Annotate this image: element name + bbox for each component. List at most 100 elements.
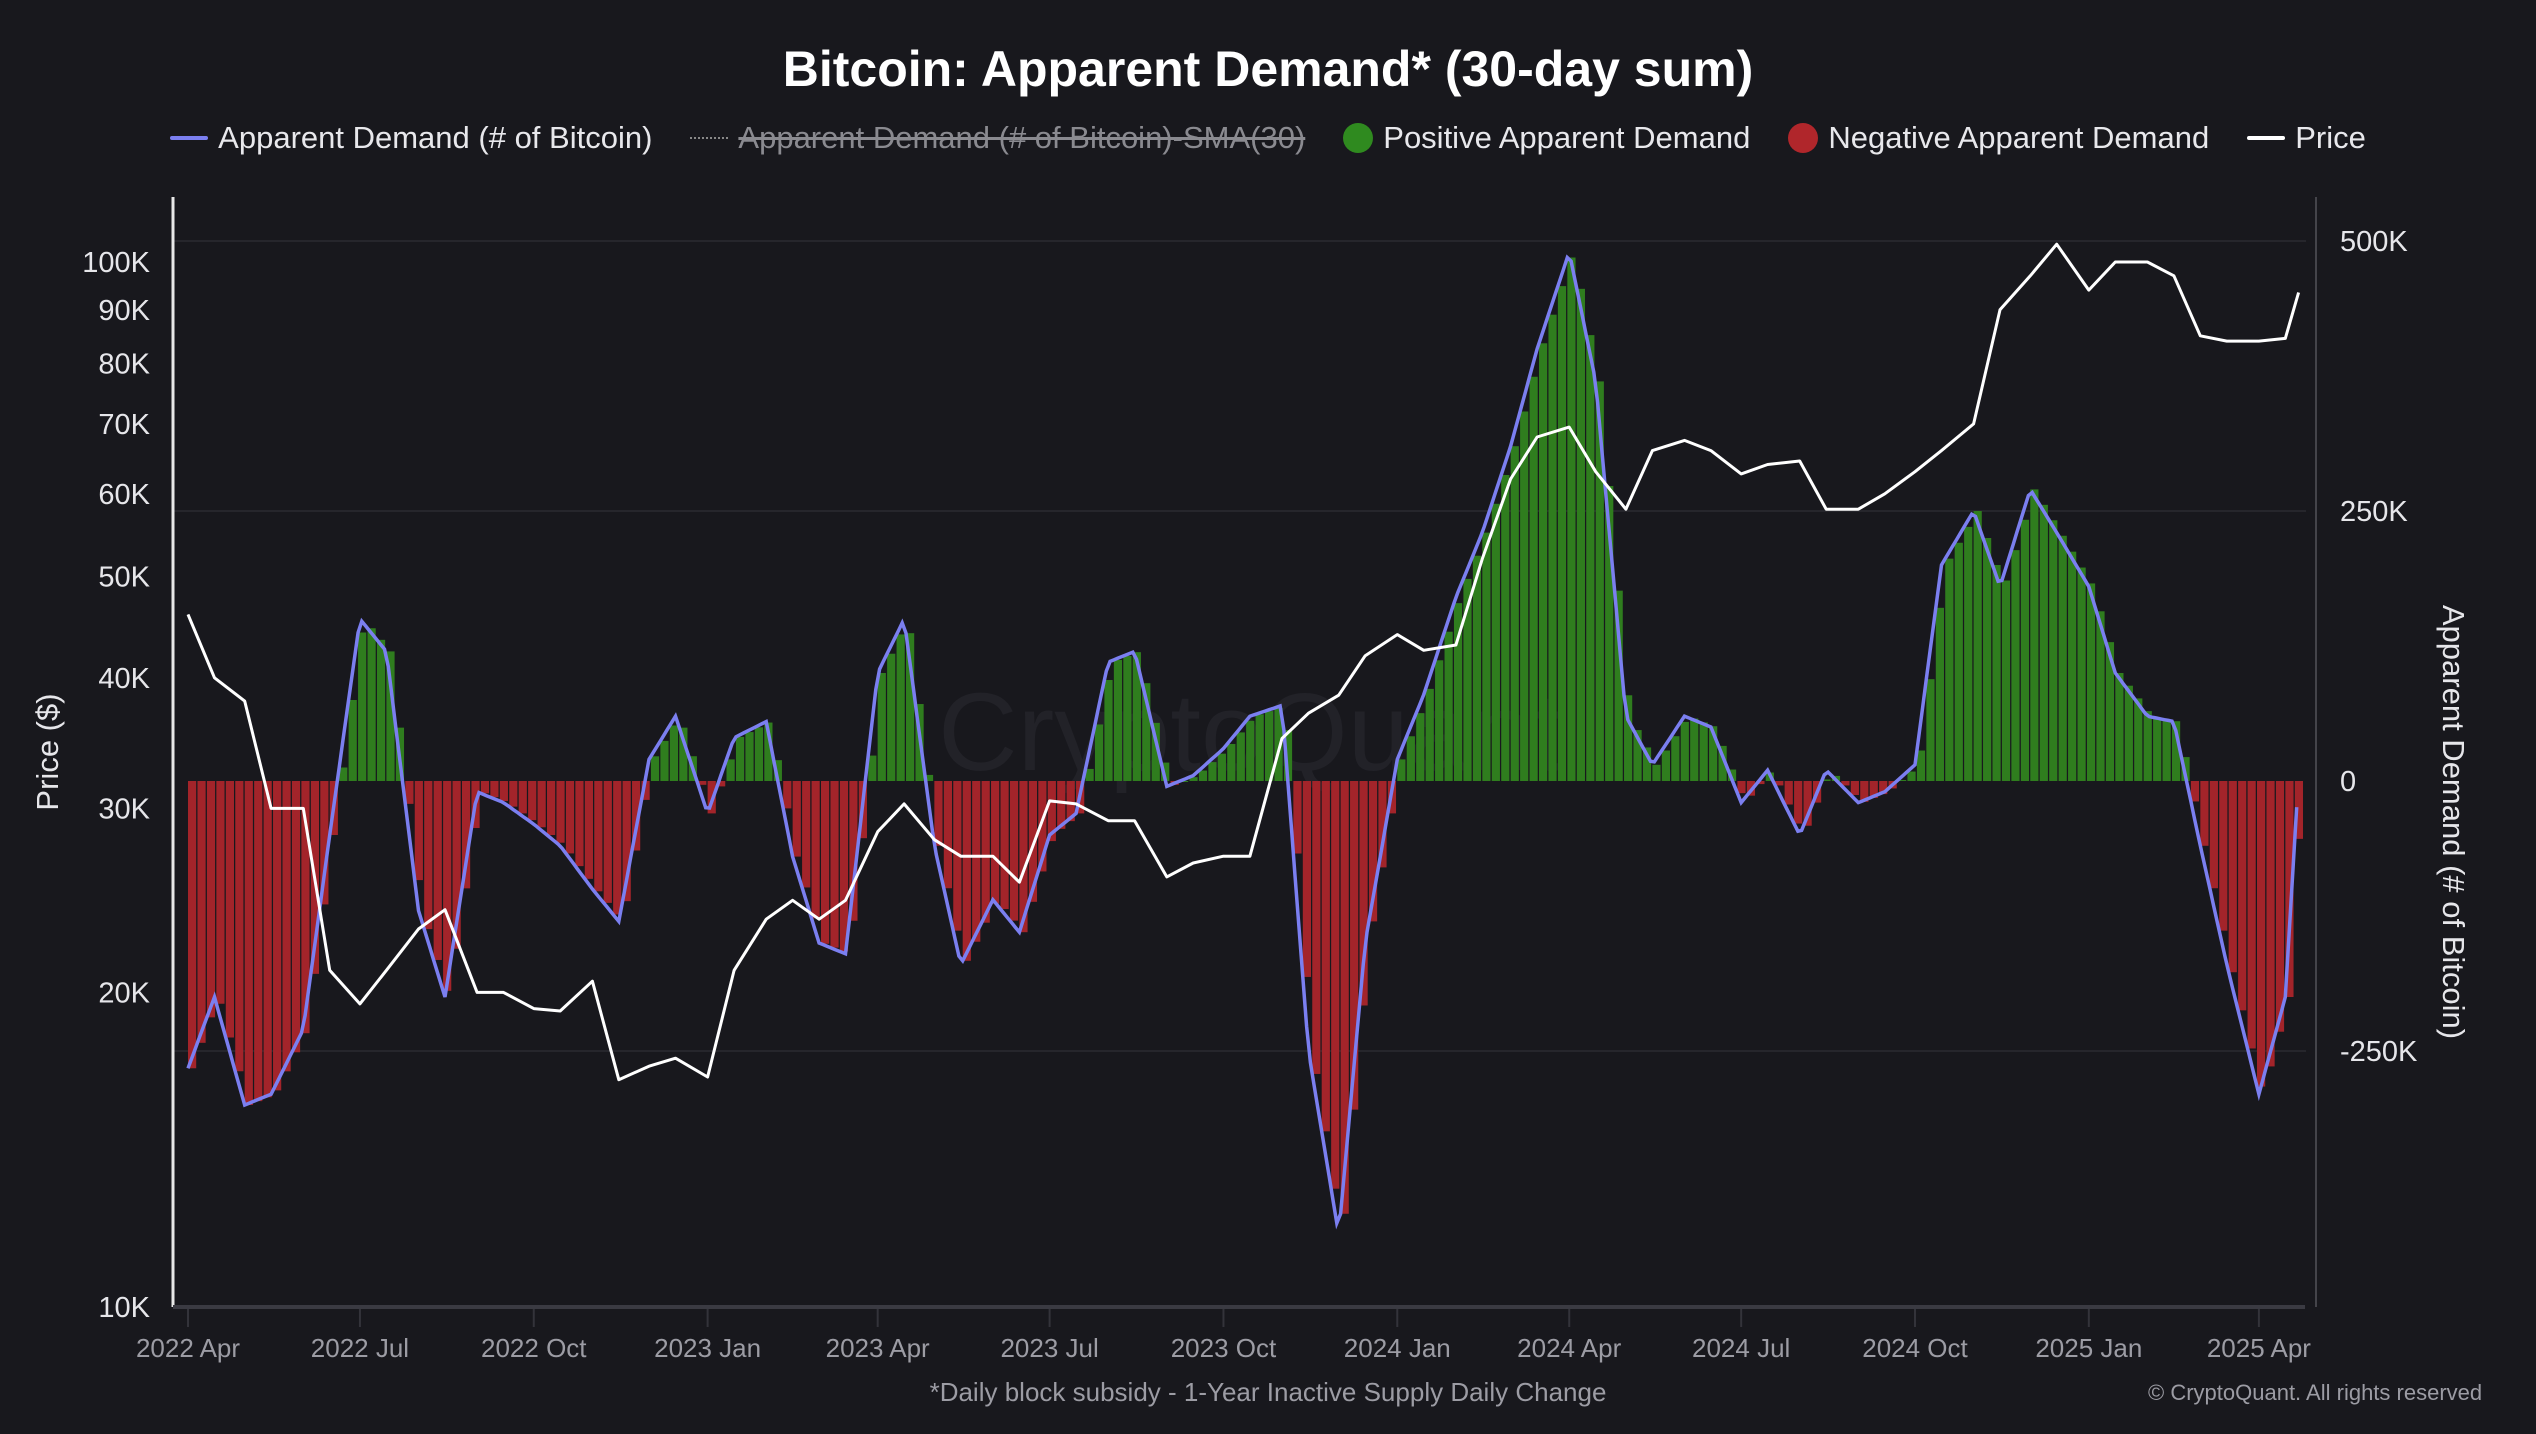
positive-demand-bar [1453, 603, 1463, 781]
negative-demand-bar [603, 781, 612, 903]
negative-demand-bar [282, 781, 291, 1072]
positive-demand-bar [1236, 732, 1245, 781]
negative-demand-bar [594, 781, 603, 892]
negative-demand-bar [1756, 781, 1765, 785]
legend-item-apparent-demand[interactable]: Apparent Demand (# of Bitcoin) [170, 120, 652, 156]
negative-demand-bar [1378, 781, 1387, 868]
positive-demand-bar [1661, 750, 1671, 781]
right-tick-label: -250K [2340, 1036, 2418, 1068]
x-tick-label: 2025 Jan [2035, 1333, 2142, 1363]
negative-demand-bar [499, 781, 508, 802]
positive-demand-bar [1954, 542, 1963, 781]
positive-demand-bar [2077, 567, 2086, 781]
negative-demand-bar [2275, 781, 2285, 1032]
negative-demand-bar [575, 781, 584, 867]
negative-demand-bar [802, 781, 811, 888]
negative-demand-bar [792, 781, 801, 857]
negative-demand-bar [565, 781, 575, 854]
positive-demand-bar [1614, 590, 1623, 781]
positive-demand-bar [1576, 288, 1585, 781]
legend-item-negative[interactable]: Negative Apparent Demand [1788, 120, 2209, 156]
negative-demand-bar [820, 781, 830, 944]
legend-item-sma30[interactable]: Apparent Demand (# of Bitcoin)-SMA(30) [690, 120, 1305, 156]
copyright: © CryptoQuant. All rights reserved [2148, 1380, 2483, 1405]
positive-demand-bar [924, 774, 934, 781]
negative-demand-bar [1302, 781, 1312, 977]
right-tick-label: 250K [2340, 496, 2408, 528]
positive-demand-bar [2153, 717, 2162, 781]
x-tick-label: 2024 Apr [1517, 1333, 1621, 1363]
positive-demand-bar [1501, 475, 1510, 781]
negative-demand-bar [197, 781, 206, 1043]
positive-demand-bar [1520, 411, 1529, 781]
x-tick-label: 2023 Jul [1000, 1333, 1098, 1363]
negative-demand-bar [2238, 781, 2247, 1011]
positive-demand-bar [2115, 673, 2124, 781]
negative-demand-bar [291, 781, 301, 1053]
negative-demand-bar [405, 781, 414, 804]
negative-demand-bar [206, 781, 216, 1018]
positive-demand-bar [660, 740, 669, 781]
negative-demand-bar [943, 781, 952, 889]
negative-demand-bar [518, 781, 527, 814]
negative-demand-bar [1340, 781, 1349, 1214]
positive-demand-bar [2143, 711, 2152, 781]
positive-demand-bar [1472, 555, 1482, 781]
positive-demand-bar [1709, 726, 1718, 781]
x-tick-label: 2022 Apr [136, 1333, 240, 1363]
positive-demand-bar [1085, 768, 1094, 781]
positive-demand-bar [1435, 660, 1444, 781]
negative-demand-bar [452, 781, 461, 949]
positive-demand-bar [1217, 753, 1226, 781]
negative-demand-bar [443, 781, 452, 991]
negative-demand-bar [1019, 781, 1028, 933]
positive-demand-bar [367, 628, 376, 781]
negative-demand-bar [301, 781, 310, 1034]
negative-demand-bar [783, 781, 792, 809]
negative-demand-bar [1359, 781, 1368, 1006]
negative-demand-bar [2285, 781, 2294, 997]
positive-demand-bar [2030, 489, 2039, 781]
positive-demand-bar [1964, 526, 1973, 781]
negative-demand-bar [225, 781, 234, 1038]
positive-demand-bar [1945, 558, 1954, 781]
negative-demand-bar [263, 781, 272, 1098]
footnote: *Daily block subsidy - 1-Year Inactive S… [929, 1377, 1607, 1407]
left-tick-label: 20K [98, 977, 150, 1009]
positive-demand-bar [2068, 551, 2077, 781]
x-tick-label: 2022 Oct [481, 1333, 587, 1363]
positive-demand-bar [877, 673, 886, 781]
positive-demand-bar [1179, 781, 1189, 782]
negative-demand-bar [2266, 781, 2275, 1067]
green-dot-icon [1343, 123, 1374, 153]
negative-demand-bar [2228, 781, 2237, 973]
positive-demand-bar [679, 727, 688, 781]
legend: Apparent Demand (# of Bitcoin) Apparent … [0, 120, 2536, 156]
negative-demand-bar [1312, 781, 1321, 1074]
x-tick-label: 2022 Jul [311, 1333, 409, 1363]
positive-demand-bar [1416, 713, 1425, 781]
negative-demand-bar [1803, 781, 1812, 826]
positive-demand-bar [745, 732, 754, 781]
negative-demand-bar [1000, 781, 1009, 910]
positive-demand-bar [1595, 381, 1604, 781]
x-tick-label: 2024 Oct [1862, 1333, 1968, 1363]
negative-demand-bar [981, 781, 990, 923]
negative-demand-bar [1293, 781, 1302, 854]
negative-demand-bar [1794, 781, 1803, 824]
positive-demand-bar [1397, 759, 1406, 781]
x-tick-label: 2023 Oct [1171, 1333, 1277, 1363]
legend-item-positive[interactable]: Positive Apparent Demand [1343, 120, 1750, 156]
negative-demand-bar [934, 781, 943, 846]
negative-demand-bar [2209, 781, 2218, 889]
positive-demand-bar [1161, 762, 1170, 781]
positive-demand-bar [1633, 730, 1642, 781]
positive-demand-bar [1557, 286, 1567, 781]
positive-demand-bar [1642, 747, 1652, 781]
negative-demand-bar [830, 781, 839, 948]
dotted-line-swatch-icon [690, 137, 729, 139]
legend-item-price[interactable]: Price [2247, 120, 2366, 156]
legend-label: Apparent Demand (# of Bitcoin)-SMA(30) [738, 120, 1306, 155]
left-tick-label: 30K [98, 793, 150, 825]
negative-demand-bar [273, 781, 282, 1091]
